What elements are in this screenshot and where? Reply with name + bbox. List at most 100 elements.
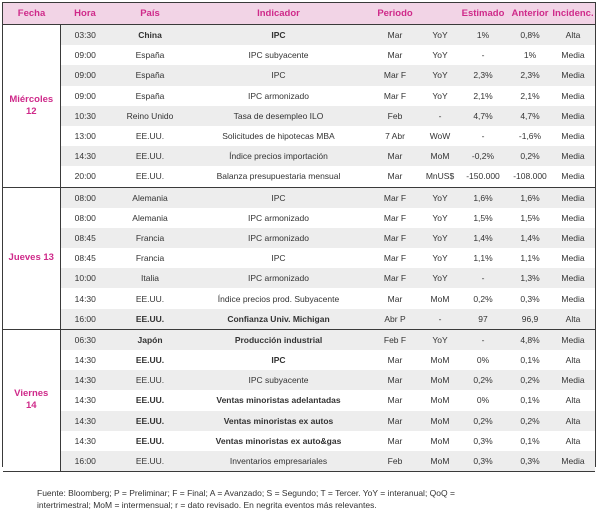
periodo-cell: Mar: [367, 410, 423, 431]
hora-cell: 06:30: [60, 329, 110, 350]
periodo-cell: 7 Abr: [385, 131, 405, 142]
indicador-cell: IPC armonizado: [190, 227, 367, 249]
estimado-cell: 1,6%: [457, 187, 509, 208]
pais-cell: Alemania: [132, 212, 168, 223]
tipo-cell: -: [423, 308, 457, 330]
pais-cell: EE.UU.: [135, 435, 165, 446]
table-row: 14:30 EE.UU. Ventas minoristas ex auto&gas…: [3, 431, 595, 451]
tipo-cell: MnUS$: [423, 166, 457, 188]
hora-cell: 14:30: [74, 355, 96, 366]
hora-cell: 14:30: [60, 146, 110, 167]
estimado-cell: 0,3%: [473, 435, 493, 446]
header-estimado: Estimado: [457, 3, 509, 25]
header-pais: País: [110, 3, 190, 25]
table-row: 16:00 EE.UU. Confianza Univ. Michigan Abr P…: [3, 308, 595, 330]
hora-cell: 16:00: [60, 308, 110, 330]
pais-cell: España: [135, 50, 165, 61]
incidencia-cell: Media: [561, 50, 585, 61]
hora-cell: 20:00: [60, 166, 110, 188]
indicador-cell: IPC subyacente: [248, 50, 309, 61]
pais-cell: EE.UU.: [110, 146, 190, 167]
anterior-cell: 1,6%: [509, 187, 551, 208]
header-anterior: Anterior: [509, 3, 551, 25]
day-label: Jueves 13: [3, 187, 61, 330]
anterior-cell: 2,1%: [520, 90, 540, 101]
header-tipo: [423, 3, 457, 25]
periodo-cell: Feb F: [367, 329, 423, 350]
estimado-cell: 0,2%: [457, 370, 509, 391]
incidencia-cell: Alta: [565, 395, 581, 406]
tipo-cell: MoM: [430, 395, 450, 406]
pais-cell: EE.UU.: [135, 293, 165, 304]
indicador-cell: Inventarios empresariales: [190, 450, 367, 473]
incidencia-cell: Media: [561, 293, 585, 304]
tipo-cell: MoM: [423, 370, 457, 391]
day-name: Miércoles: [9, 93, 54, 105]
incidencia-cell: Media: [551, 450, 595, 473]
periodo-cell: Mar: [387, 355, 403, 366]
table-row: 14:30 EE.UU. Índice precios importación Mar…: [3, 146, 595, 167]
table-row: 14:30 EE.UU. IPC Mar MoM 0% 0,1% Alta: [3, 350, 595, 370]
tipo-cell: YoY: [432, 253, 448, 264]
incidencia-cell: Alta: [551, 308, 595, 330]
pais-cell: España: [110, 65, 190, 86]
anterior-cell: 0,2%: [509, 146, 551, 167]
header-indicador: Indicador: [190, 3, 367, 25]
hora-cell: 03:30: [60, 24, 110, 46]
pais-cell: Italia: [110, 268, 190, 289]
indicador-cell: Ventas minoristas ex autos: [190, 410, 367, 431]
incidencia-cell: Media: [561, 131, 585, 142]
table-row: 20:00 EE.UU. Balanza presupuestaria mensua…: [3, 166, 595, 188]
day-name: Viernes: [14, 388, 49, 400]
hora-cell: 08:00: [74, 212, 96, 223]
anterior-cell: 0,2%: [509, 410, 551, 431]
hora-cell: 14:30: [74, 435, 96, 446]
footnote-line-1: Fuente: Bloomberg; P = Preliminar; F = F…: [37, 488, 455, 498]
table-row: Jueves 13 08:00 Alemania IPC Mar F YoY 1,6% 1,6…: [3, 187, 595, 330]
estimado-cell: -150.000: [457, 166, 509, 188]
pais-cell: EE.UU.: [110, 370, 190, 391]
periodo-cell: Mar: [367, 24, 423, 46]
anterior-cell: 1,5%: [520, 212, 540, 223]
tipo-cell: -: [423, 105, 457, 126]
hora-cell: 09:00: [74, 90, 96, 101]
footnote-line-2: intertrimestral; MoM = intermensual; r =…: [37, 500, 377, 510]
day-number: 12: [25, 105, 37, 117]
incidencia-cell: Media: [561, 253, 585, 264]
indicador-cell: Solicitudes de hipotecas MBA: [222, 131, 335, 142]
pais-cell: EE.UU.: [135, 355, 165, 366]
periodo-cell: Mar: [387, 50, 403, 61]
estimado-cell: -: [481, 131, 485, 142]
tipo-cell: YoY: [423, 227, 457, 249]
pais-cell: EE.UU.: [110, 410, 190, 431]
table-row: 10:00 Italia IPC armonizado Mar F YoY -1,3% Me…: [3, 268, 595, 289]
hora-cell: 10:00: [60, 268, 110, 289]
estimado-cell: 1%: [457, 24, 509, 46]
tipo-cell: WoW: [429, 131, 451, 142]
table-row: 08:45 Francia IPC Mar F YoY 1,1% 1,1% Media: [3, 248, 595, 268]
hora-cell: 14:30: [60, 370, 110, 391]
table-row: 09:00 España IPC Mar F YoY 2,3% 2,3% Media: [3, 65, 595, 86]
anterior-cell: 0,1%: [520, 355, 540, 366]
table-row: Miércoles 12 03:30 China IPC Mar YoY 1% 0,8% Alta: [3, 24, 595, 188]
indicador-cell: Tasa de desempleo ILO: [190, 105, 367, 126]
incidencia-cell: Media: [551, 370, 595, 391]
periodo-cell: Mar F: [383, 212, 407, 223]
tipo-cell: YoY: [423, 24, 457, 46]
table-row: 09:00 España IPC armonizado Mar F YoY 2,1% 2,1…: [3, 86, 595, 106]
pais-cell: EE.UU.: [110, 450, 190, 473]
periodo-cell: Mar: [367, 146, 423, 167]
tipo-cell: MoM: [423, 146, 457, 167]
periodo-cell: Mar F: [383, 90, 407, 101]
indicador-cell: IPC: [271, 253, 286, 264]
pais-cell: EE.UU.: [135, 395, 165, 406]
estimado-cell: 1,4%: [457, 227, 509, 249]
calendar-body: Miércoles 12 03:30 China IPC Mar YoY 1% 0,8% Alta…: [3, 24, 595, 473]
day-name: Jueves 13: [8, 252, 54, 264]
indicador-cell: IPC armonizado: [248, 90, 309, 101]
indicador-cell: IPC subyacente: [190, 370, 367, 391]
tipo-cell: YoY: [423, 268, 457, 289]
estimado-cell: 0,2%: [457, 410, 509, 431]
indicador-cell: Índice precios prod. Subyacente: [217, 293, 340, 304]
indicador-cell: IPC: [271, 355, 286, 366]
